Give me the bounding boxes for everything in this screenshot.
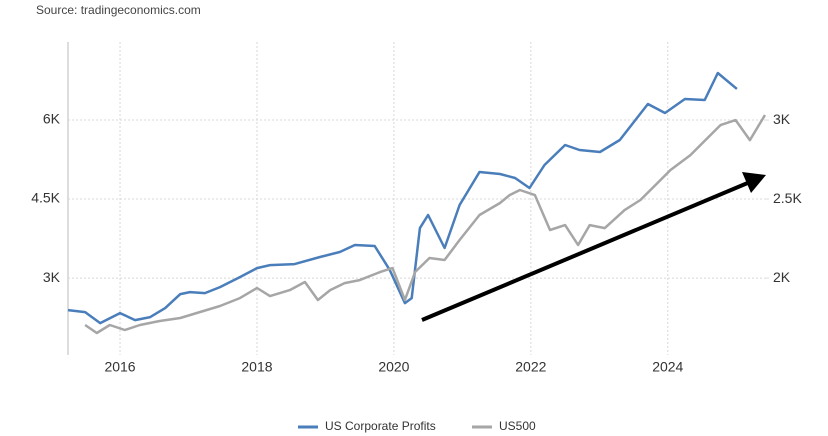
series-line — [84, 114, 767, 335]
series-line — [67, 71, 738, 325]
source: Source: tradingeconomics.com — [36, 3, 201, 17]
grid — [68, 42, 769, 355]
legend-label: US500 — [499, 419, 536, 433]
x-tick-label: 2024 — [652, 359, 683, 375]
y-tick-label: 3K — [43, 269, 61, 285]
y2-tick-label: 3K — [773, 111, 791, 127]
trend-arrow — [421, 172, 766, 322]
y2-tick-label: 2.5K — [773, 190, 802, 206]
x-tick-label: 2022 — [515, 359, 546, 375]
x-tick-label: 2016 — [104, 359, 135, 375]
y-tick-label: 4.5K — [31, 190, 60, 206]
legend: US Corporate Profits US500 — [298, 419, 536, 433]
legend-label: US Corporate Profits — [325, 419, 436, 433]
lines — [67, 71, 767, 335]
y-tick-label: 6K — [43, 111, 61, 127]
y2-tick-label: 2K — [773, 269, 791, 285]
x-tick-label: 2020 — [378, 359, 409, 375]
x-tick-label: 2018 — [241, 359, 272, 375]
